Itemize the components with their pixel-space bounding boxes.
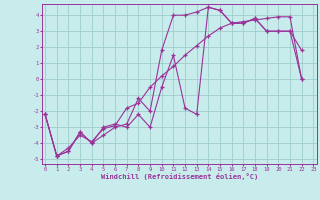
X-axis label: Windchill (Refroidissement éolien,°C): Windchill (Refroidissement éolien,°C): [100, 173, 258, 180]
